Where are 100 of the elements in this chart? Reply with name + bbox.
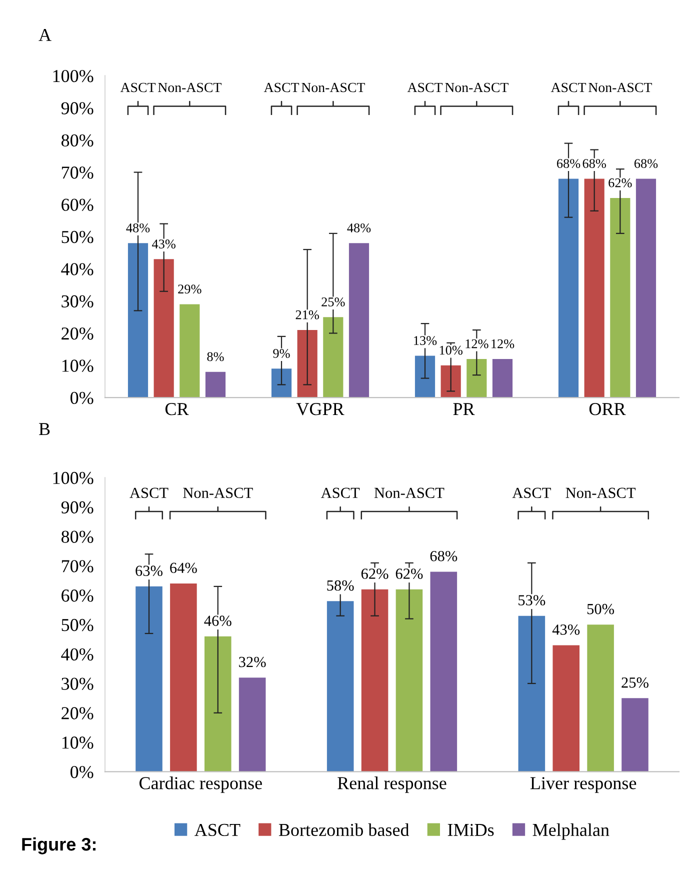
- y-tick-label: 60%: [62, 198, 94, 211]
- data-label: 62%: [396, 568, 423, 579]
- chart-title: A: [38, 28, 52, 41]
- data-label: 58%: [327, 580, 354, 591]
- annotation: Non-ASCT: [374, 488, 444, 498]
- y-tick-label: 50%: [62, 618, 94, 632]
- y-tick-label: 0%: [70, 392, 94, 404]
- bar: [170, 583, 197, 772]
- annotation: ASCT: [407, 82, 443, 92]
- y-tick-label: 50%: [62, 230, 94, 244]
- annotation: Non-ASCT: [158, 82, 222, 92]
- y-tick-label: 100%: [53, 472, 94, 484]
- data-label: 63%: [136, 566, 162, 576]
- y-tick-label: 100%: [53, 70, 94, 82]
- y-tick-label: 80%: [61, 134, 94, 147]
- bar: [180, 304, 200, 398]
- y-tick-label: 60%: [62, 590, 94, 602]
- bar: [238, 678, 266, 772]
- bar: [558, 178, 579, 398]
- data-label: 64%: [170, 562, 197, 574]
- bar: [128, 243, 148, 398]
- bar: [552, 645, 580, 772]
- legend-label: ASCT: [194, 824, 240, 836]
- data-label: 48%: [126, 223, 150, 232]
- data-label: 46%: [204, 616, 232, 626]
- bar: [610, 198, 630, 398]
- x-tick-label: Renal response: [338, 776, 446, 793]
- bar: [348, 243, 370, 398]
- y-tick-label: 70%: [62, 166, 94, 179]
- data-label: 53%: [518, 595, 546, 606]
- y-tick-label: 40%: [61, 263, 94, 276]
- data-label: 32%: [239, 656, 266, 668]
- data-label: 12%: [466, 339, 488, 348]
- annotation: Non-ASCT: [183, 488, 253, 498]
- x-tick-label: CR: [165, 403, 189, 416]
- bar: [430, 572, 458, 772]
- y-tick-label: 40%: [61, 648, 94, 661]
- data-label: 8%: [207, 352, 224, 362]
- annotation: ASCT: [320, 488, 360, 498]
- data-label: 68%: [634, 159, 658, 168]
- data-label: 48%: [347, 223, 371, 232]
- bar: [414, 356, 436, 398]
- y-tick-label: 10%: [62, 360, 94, 372]
- data-label: 25%: [322, 297, 345, 306]
- bar: [204, 636, 232, 772]
- bar: [518, 616, 546, 772]
- y-tick-label: 90%: [61, 501, 94, 514]
- bar: [205, 372, 226, 398]
- annotation: Non-ASCT: [445, 82, 508, 92]
- data-label: 10%: [440, 346, 462, 355]
- chart-title: B: [39, 423, 50, 436]
- x-tick-label: Liver response: [530, 777, 636, 793]
- data-label: 12%: [492, 339, 514, 348]
- y-tick-label: 80%: [61, 530, 94, 543]
- data-label: 9%: [273, 348, 290, 358]
- legend-label: IMiDs: [448, 824, 494, 836]
- data-label: 68%: [556, 159, 580, 168]
- data-label: 62%: [608, 178, 632, 188]
- bar: [636, 178, 656, 398]
- data-label: 68%: [430, 550, 458, 562]
- data-label: 68%: [582, 159, 606, 168]
- annotation: ASCT: [550, 82, 586, 92]
- legend-label: Bortezomib based: [278, 823, 410, 836]
- bar: [326, 601, 354, 772]
- y-tick-label: 10%: [62, 736, 94, 749]
- bar: [584, 178, 604, 398]
- data-label: 21%: [296, 310, 319, 320]
- legend-label: Melphalan: [532, 823, 610, 840]
- annotation: ASCT: [512, 488, 551, 498]
- x-tick-label: Cardiac response: [139, 776, 262, 793]
- y-tick-label: 30%: [62, 678, 94, 690]
- annotation: Non-ASCT: [588, 82, 652, 92]
- bar: [587, 624, 614, 772]
- bar: [466, 358, 487, 398]
- bar: [154, 259, 174, 398]
- annotation: ASCT: [120, 82, 156, 92]
- y-tick-label: 70%: [62, 560, 94, 572]
- bar: [622, 698, 648, 772]
- x-tick-label: VGPR: [296, 403, 344, 416]
- data-label: 25%: [622, 677, 648, 688]
- data-label: 43%: [152, 240, 176, 248]
- annotation: ASCT: [130, 488, 168, 498]
- y-tick-label: 20%: [62, 707, 94, 720]
- data-label: 13%: [414, 336, 437, 346]
- x-tick-label: PR: [453, 403, 475, 415]
- y-tick-label: 0%: [70, 766, 94, 778]
- annotation: Non-ASCT: [566, 488, 636, 498]
- bar: [136, 586, 162, 772]
- y-tick-label: 30%: [62, 295, 94, 308]
- annotation: ASCT: [264, 82, 300, 92]
- bar: [361, 589, 388, 772]
- bar: [440, 365, 461, 398]
- data-label: 43%: [552, 624, 580, 635]
- caption: Figure 3:: [22, 837, 96, 854]
- data-label: 62%: [361, 568, 388, 579]
- bar: [396, 589, 423, 772]
- data-label: 29%: [178, 284, 202, 294]
- y-tick-label: 90%: [61, 102, 94, 114]
- bar: [271, 368, 292, 398]
- data-label: 50%: [587, 604, 614, 614]
